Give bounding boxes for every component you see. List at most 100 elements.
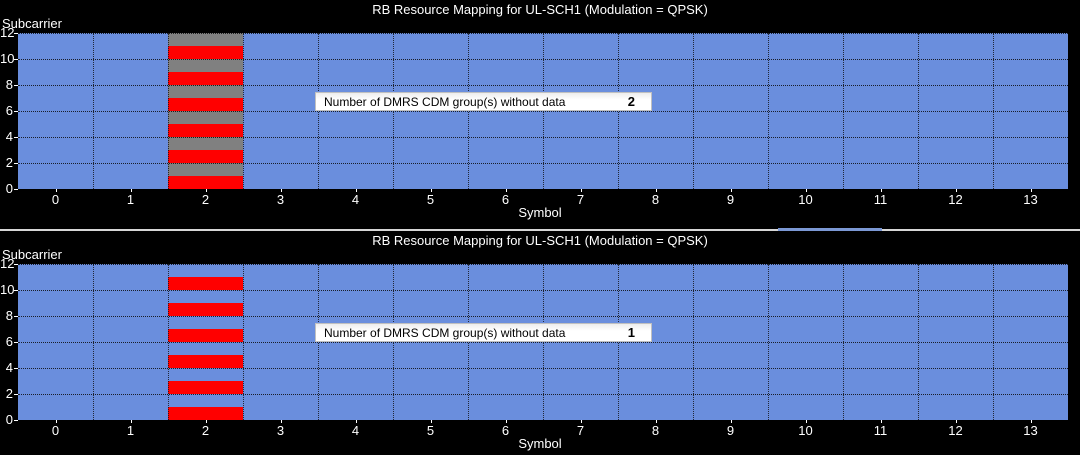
- x-tick-mark: [355, 420, 357, 423]
- x-tick-mark: [280, 189, 282, 192]
- x-axis-label: Symbol: [518, 436, 562, 451]
- x-tick-mark: [730, 420, 732, 423]
- y-tick-mark: [14, 368, 18, 369]
- x-tick-mark: [730, 189, 732, 192]
- x-axis-label: Symbol: [518, 205, 562, 220]
- x-tick-mark: [1030, 420, 1032, 423]
- y-axis-label: Subcarrier: [2, 247, 62, 262]
- y-tick-label: 12: [0, 25, 15, 40]
- x-tick-label: 13: [1023, 192, 1038, 207]
- grid-line-horizontal: [18, 316, 1068, 317]
- x-tick-label: 7: [576, 423, 585, 438]
- x-tick-mark: [655, 420, 657, 423]
- nodata-cell: [168, 59, 243, 72]
- chart-title: RB Resource Mapping for UL-SCH1 (Modulat…: [372, 233, 708, 248]
- x-tick-label: 10: [798, 192, 813, 207]
- y-tick-mark: [14, 290, 18, 291]
- dmrs-cell: [168, 355, 243, 368]
- x-tick-mark: [955, 189, 957, 192]
- grid-line-horizontal: [18, 33, 1068, 34]
- y-tick-mark: [14, 420, 18, 421]
- x-tick-mark: [430, 420, 432, 423]
- grid-line-horizontal: [18, 264, 1068, 265]
- y-tick-mark: [14, 137, 18, 138]
- nodata-cell: [168, 137, 243, 150]
- dmrs-cell: [168, 381, 243, 394]
- x-tick-label: 9: [726, 192, 735, 207]
- x-tick-mark: [205, 189, 207, 192]
- dmrs-cell: [168, 98, 243, 111]
- nodata-cell: [168, 163, 243, 176]
- dmrs-cell: [168, 303, 243, 316]
- grid-line-horizontal: [18, 163, 1068, 164]
- annotation-box: Number of DMRS CDM group(s) without data…: [315, 323, 652, 342]
- x-tick-mark: [130, 189, 132, 192]
- y-axis-label: Subcarrier: [2, 16, 62, 31]
- y-tick-mark: [14, 264, 18, 265]
- x-tick-mark: [55, 420, 57, 423]
- x-tick-label: 11: [873, 423, 888, 438]
- x-tick-label: 5: [426, 423, 435, 438]
- x-tick-mark: [205, 420, 207, 423]
- grid-line-horizontal: [18, 290, 1068, 291]
- y-tick-label: 10: [0, 282, 15, 297]
- x-tick-label: 3: [276, 192, 285, 207]
- annotation-label: Number of DMRS CDM group(s) without data: [324, 325, 566, 340]
- x-tick-label: 3: [276, 423, 285, 438]
- y-tick-label: 0: [5, 181, 13, 196]
- x-tick-label: 8: [651, 192, 660, 207]
- x-tick-mark: [505, 420, 507, 423]
- chart-title: RB Resource Mapping for UL-SCH1 (Modulat…: [372, 2, 708, 17]
- plot-area: [18, 33, 1068, 189]
- x-tick-label: 2: [201, 423, 210, 438]
- dmrs-cell: [168, 176, 243, 189]
- x-tick-label: 1: [126, 423, 135, 438]
- grid-line-horizontal: [18, 394, 1068, 395]
- x-tick-mark: [580, 420, 582, 423]
- x-tick-label: 13: [1023, 423, 1038, 438]
- y-tick-label: 4: [5, 129, 13, 144]
- grid-line-horizontal: [18, 342, 1068, 343]
- y-tick-mark: [14, 394, 18, 395]
- y-tick-label: 10: [0, 51, 15, 66]
- annotation-value: 2: [627, 94, 635, 109]
- dmrs-cell: [168, 124, 243, 137]
- dmrs-cell: [168, 277, 243, 290]
- x-tick-mark: [880, 420, 882, 423]
- x-tick-mark: [505, 189, 507, 192]
- x-tick-label: 6: [501, 423, 510, 438]
- x-tick-mark: [1030, 189, 1032, 192]
- dmrs-cell: [168, 46, 243, 59]
- window-divider-thumb[interactable]: [778, 228, 882, 231]
- y-tick-label: 8: [5, 77, 13, 92]
- y-tick-mark: [14, 33, 18, 34]
- figure-bottom: RB Resource Mapping for UL-SCH1 (Modulat…: [0, 231, 1080, 455]
- x-tick-mark: [430, 189, 432, 192]
- x-tick-mark: [55, 189, 57, 192]
- x-tick-label: 1: [126, 192, 135, 207]
- nodata-cell: [168, 111, 243, 124]
- x-tick-mark: [280, 420, 282, 423]
- grid-line-horizontal: [18, 85, 1068, 86]
- annotation-value: 1: [627, 325, 635, 340]
- grid-line-horizontal: [18, 111, 1068, 112]
- grid-line-horizontal: [18, 59, 1068, 60]
- nodata-cell: [168, 85, 243, 98]
- y-tick-label: 6: [5, 334, 13, 349]
- y-tick-label: 8: [5, 308, 13, 323]
- x-tick-label: 12: [948, 192, 963, 207]
- y-tick-label: 2: [5, 386, 13, 401]
- x-tick-mark: [805, 189, 807, 192]
- x-tick-mark: [655, 189, 657, 192]
- x-tick-mark: [805, 420, 807, 423]
- dmrs-cell: [168, 407, 243, 420]
- x-tick-label: 9: [726, 423, 735, 438]
- annotation-box: Number of DMRS CDM group(s) without data…: [315, 92, 652, 111]
- y-tick-mark: [14, 316, 18, 317]
- grid-line-horizontal: [18, 368, 1068, 369]
- y-tick-label: 4: [5, 360, 13, 375]
- y-tick-mark: [14, 189, 18, 190]
- x-tick-mark: [130, 420, 132, 423]
- window-divider: [0, 229, 1080, 231]
- x-tick-label: 0: [51, 192, 60, 207]
